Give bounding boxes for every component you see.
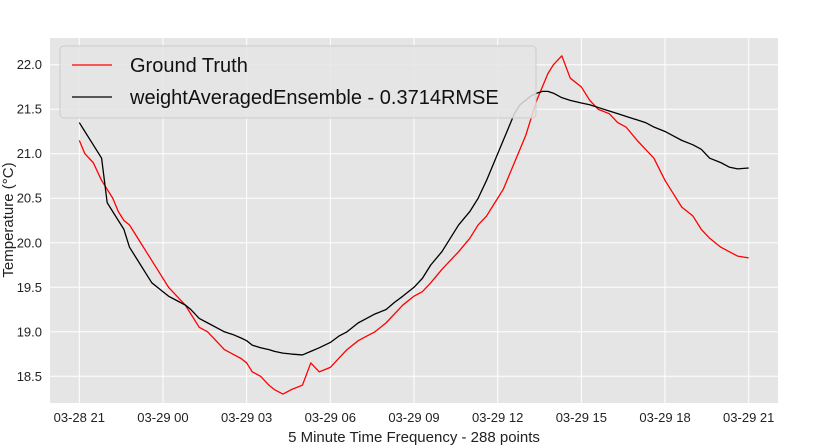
x-tick-label: 03-29 03: [221, 410, 272, 425]
series-line-ensemble: [78, 90, 749, 356]
y-tick-label: 22.0: [17, 57, 42, 72]
legend-label-ensemble: weightAveragedEnsemble - 0.3714RMSE: [129, 87, 499, 109]
x-tick-label: 03-29 21: [723, 410, 774, 425]
y-tick-label: 19.5: [17, 280, 42, 295]
x-tick-label: 03-29 18: [639, 410, 690, 425]
legend-label-ground-truth: Ground Truth: [130, 55, 248, 77]
x-tick-label: 03-29 15: [556, 410, 607, 425]
legend: Ground Truth weightAveragedEnsemble - 0.…: [59, 45, 537, 119]
x-axis-ticks: 03-28 21 03-29 00 03-29 03 03-29 06 03-29 09…: [54, 410, 775, 425]
x-tick-label: 03-29 09: [388, 410, 439, 425]
series-layer: [78, 55, 749, 395]
x-tick-label: 03-29 06: [305, 410, 356, 425]
x-tick-label: 03-29 12: [472, 410, 523, 425]
y-axis-label: Temperature (°C): [0, 162, 17, 277]
y-tick-label: 21.5: [17, 102, 42, 117]
x-axis-label: 5 Minute Time Frequency - 288 points: [288, 429, 540, 446]
y-tick-label: 20.5: [17, 191, 42, 206]
legend-box: [59, 45, 537, 119]
x-tick-label: 03-29 00: [137, 410, 188, 425]
y-tick-label: 18.5: [17, 369, 42, 384]
x-tick-label: 03-28 21: [54, 410, 105, 425]
y-tick-label: 19.0: [17, 324, 42, 339]
series-line-ground-truth: [78, 55, 749, 395]
y-tick-label: 20.0: [17, 235, 42, 250]
y-tick-label: 21.0: [17, 146, 42, 161]
y-axis-ticks: 18.5 19.0 19.5 20.0 20.5 21.0 21.5 22.0: [17, 57, 42, 384]
